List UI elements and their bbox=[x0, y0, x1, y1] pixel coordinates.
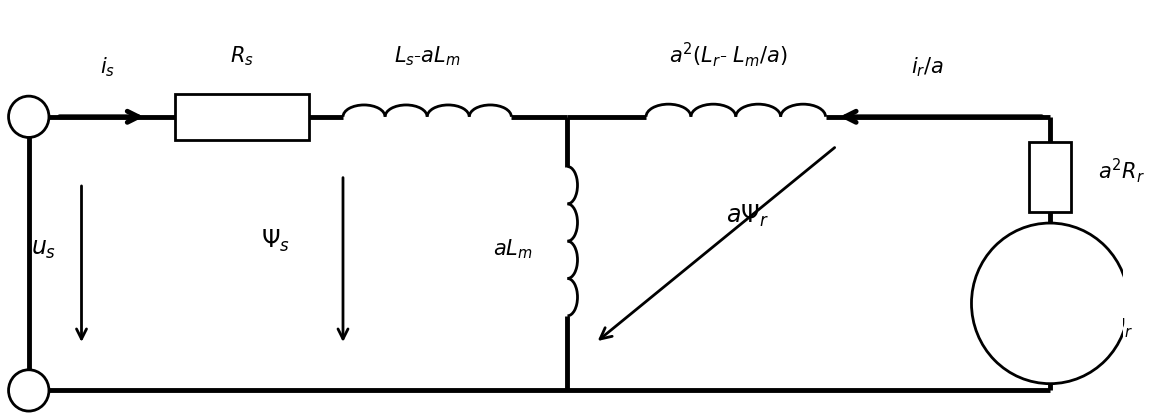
Ellipse shape bbox=[8, 370, 49, 411]
Text: $L_s$-$aL_m$: $L_s$-$aL_m$ bbox=[394, 45, 460, 69]
Text: $aL_m$: $aL_m$ bbox=[493, 238, 532, 261]
Text: $i_s$: $i_s$ bbox=[100, 55, 115, 79]
Text: $a^2R_r$: $a^2R_r$ bbox=[1098, 156, 1145, 185]
Ellipse shape bbox=[971, 223, 1129, 384]
Text: $i_r/a$: $i_r/a$ bbox=[912, 55, 944, 79]
Text: $a^2(L_r$- $L_m/a)$: $a^2(L_r$- $L_m/a)$ bbox=[669, 40, 787, 69]
Bar bbox=[1029, 142, 1072, 212]
Text: $u_s$: $u_s$ bbox=[31, 238, 56, 261]
Text: $R_s$: $R_s$ bbox=[230, 45, 254, 69]
Text: $j\omega_r\Psi_r$: $j\omega_r\Psi_r$ bbox=[1076, 316, 1134, 340]
Bar bbox=[175, 94, 310, 140]
Ellipse shape bbox=[8, 96, 49, 137]
Text: $a\Psi_r$: $a\Psi_r$ bbox=[725, 203, 769, 229]
Text: $\Psi_s$: $\Psi_s$ bbox=[261, 228, 290, 254]
